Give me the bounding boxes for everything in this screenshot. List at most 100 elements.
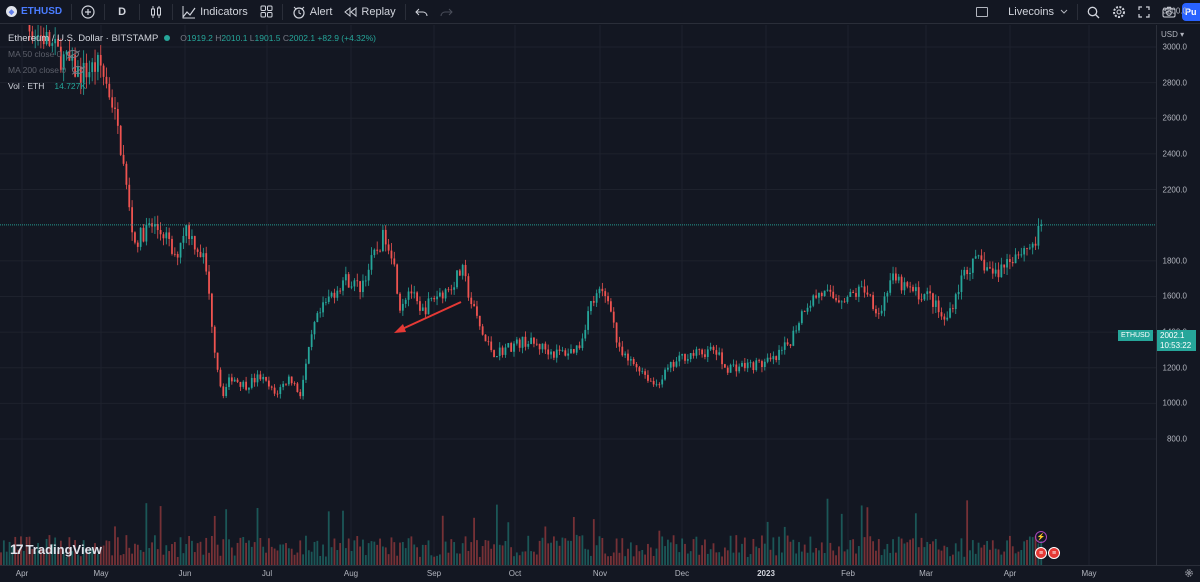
volume-bar: [31, 548, 34, 565]
volume-bar: [897, 536, 900, 565]
candle-body: [989, 267, 991, 269]
axis-settings-icon[interactable]: [1184, 568, 1194, 578]
candle-body: [430, 298, 433, 299]
candle-body: [94, 62, 96, 72]
candle-body: [1031, 243, 1034, 248]
candle-body: [1020, 254, 1023, 256]
volume-bar: [211, 535, 213, 565]
search-button[interactable]: [1081, 0, 1106, 24]
volume-bar: [14, 536, 17, 565]
templates-button[interactable]: [254, 0, 279, 24]
candle-body: [883, 296, 886, 311]
volume-bar: [325, 556, 327, 565]
divider: [71, 3, 73, 20]
settings-button[interactable]: [1106, 0, 1132, 24]
candle-body: [610, 301, 612, 312]
volume-bar: [971, 540, 974, 565]
publish-label: Pu: [1185, 7, 1197, 17]
currency-selector[interactable]: USD ▾: [1161, 30, 1185, 39]
candle-body: [709, 346, 712, 350]
alert-button[interactable]: Alert: [286, 0, 339, 24]
volume-bar: [1026, 539, 1028, 565]
symbol-search[interactable]: ◆ ETHUSD: [0, 0, 68, 24]
legend-main-series[interactable]: Ethereum / U.S. Dollar · BITSTAMP O1919.…: [8, 30, 376, 46]
replay-button[interactable]: Replay: [338, 0, 401, 24]
volume-bar: [538, 540, 541, 565]
candle-body: [604, 291, 607, 297]
volume-bar: [74, 540, 76, 565]
candle-body: [382, 229, 384, 251]
volume-bar: [504, 541, 507, 565]
candle-body: [165, 232, 168, 239]
volume-bar: [387, 554, 390, 565]
candle-body: [399, 293, 401, 311]
time-axis[interactable]: Apr May Jun Jul Aug Sep Oct Nov Dec 2023 Feb Mar Apr…: [0, 565, 1200, 582]
candle-body: [846, 296, 849, 302]
candle-body: [558, 349, 561, 351]
volume-bar: [669, 542, 672, 565]
candle-body: [892, 273, 894, 281]
redo-button[interactable]: [434, 0, 459, 24]
candle-body: [476, 306, 478, 316]
volume-bar: [610, 556, 612, 565]
volume-bar: [456, 553, 458, 565]
candle-body: [869, 294, 872, 296]
us-flag-icon[interactable]: ≡: [1048, 547, 1060, 559]
fullscreen-button[interactable]: [1132, 0, 1156, 24]
volume-bar: [513, 556, 515, 565]
candle-body: [1014, 254, 1017, 264]
candle-body: [287, 376, 290, 385]
volume-bar: [1003, 551, 1006, 565]
legend-volume[interactable]: Vol · ETH 14.727K: [8, 78, 376, 94]
volume-bar: [97, 554, 99, 565]
price-tick-label: 2400.0: [1162, 149, 1187, 159]
candle-body: [139, 227, 142, 247]
candle-body: [413, 292, 416, 294]
eye-crossed-icon[interactable]: [72, 66, 85, 74]
interval-button[interactable]: D: [108, 0, 136, 24]
candle-body: [82, 62, 85, 83]
tradingview-logo[interactable]: 17 TradingView: [10, 541, 102, 557]
volume-bar: [803, 544, 806, 565]
candle-body: [661, 379, 664, 385]
layout-name-dropdown[interactable]: Livecoins: [1000, 0, 1074, 24]
candle-body: [450, 289, 453, 291]
candle-body: [515, 339, 518, 344]
compare-symbol-button[interactable]: [75, 0, 101, 24]
legend-ma50[interactable]: MA 50 close 0: [8, 46, 376, 62]
price-axis[interactable]: USD ▾ 3600.03400.03200.03000.02800.02600…: [1156, 7, 1200, 565]
snapshot-button[interactable]: [1156, 0, 1182, 24]
price-tick-label: 3000.0: [1162, 42, 1187, 52]
price-chart[interactable]: [0, 25, 1156, 565]
volume-bar: [629, 542, 632, 565]
candle-body: [1003, 264, 1006, 268]
candle-body: [889, 280, 892, 293]
candle-body: [498, 347, 501, 357]
candle-body: [276, 393, 279, 395]
undo-button[interactable]: [409, 0, 434, 24]
legend-ma200[interactable]: MA 200 close 0: [8, 62, 376, 78]
us-flag-icon[interactable]: ≡: [1035, 547, 1047, 559]
volume-bar: [547, 543, 550, 565]
volume-bar: [689, 551, 692, 565]
volume-bar: [262, 546, 265, 565]
volume-bar: [989, 549, 991, 565]
layout-selector[interactable]: [970, 0, 1000, 24]
publish-button[interactable]: Pu: [1182, 3, 1200, 21]
volume-bar: [336, 550, 339, 565]
chart-type-button[interactable]: [143, 0, 169, 24]
candle-body: [781, 349, 783, 351]
volume-bar: [401, 542, 404, 565]
volume-bar: [572, 516, 575, 565]
volume-bar: [356, 536, 359, 565]
volume-bar: [108, 541, 111, 565]
volume-bar: [268, 538, 270, 565]
candle-body: [857, 286, 860, 297]
volume-bar: [490, 548, 493, 565]
dividend-event-icon[interactable]: ⚡: [1035, 531, 1047, 543]
indicators-button[interactable]: Indicators: [176, 0, 254, 24]
candle-body: [855, 293, 857, 297]
eye-crossed-icon[interactable]: [67, 50, 80, 58]
volume-bar: [664, 546, 666, 565]
candle-body: [370, 255, 373, 270]
